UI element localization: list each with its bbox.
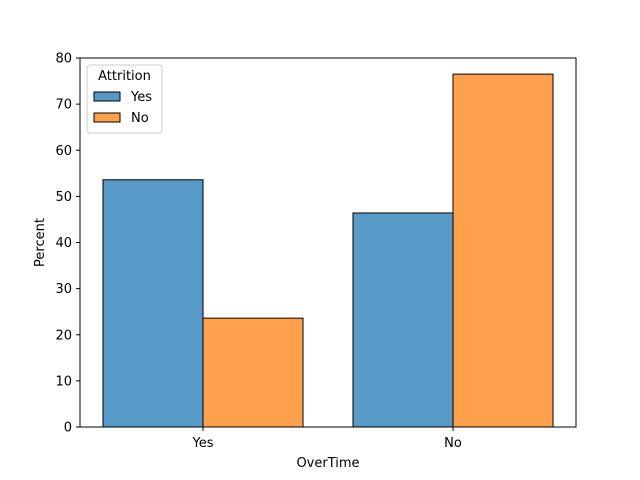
bar-no-yes <box>202 317 304 428</box>
legend-swatch-no <box>93 112 121 123</box>
y-tick-label: 60 <box>55 144 72 159</box>
legend-swatch-yes <box>93 91 121 102</box>
y-tick-label: 30 <box>55 282 72 297</box>
bars-layer <box>102 73 554 428</box>
x-tick-label: Yes <box>192 436 214 451</box>
y-tick-label: 40 <box>55 236 72 251</box>
y-axis: 0 10 20 30 40 50 60 70 80 <box>55 52 80 436</box>
y-tick-label: 80 <box>55 52 72 67</box>
y-tick-label: 70 <box>55 98 72 113</box>
bar-yes-yes <box>102 179 204 428</box>
x-axis-label: OverTime <box>296 456 359 471</box>
x-tick-label: No <box>444 436 462 451</box>
y-tick-label: 20 <box>55 328 72 343</box>
legend-label-yes: Yes <box>130 90 152 105</box>
legend: Attrition Yes No <box>86 64 163 134</box>
bar-yes-no <box>352 212 454 428</box>
y-axis-label: Percent <box>33 218 48 267</box>
y-tick-label: 10 <box>55 374 72 389</box>
y-tick-label: 50 <box>55 190 72 205</box>
legend-label-no: No <box>131 111 149 126</box>
legend-title: Attrition <box>98 69 151 84</box>
x-axis: Yes No <box>192 427 462 451</box>
bar-no-no <box>452 73 554 428</box>
y-tick-label: 0 <box>64 421 72 436</box>
